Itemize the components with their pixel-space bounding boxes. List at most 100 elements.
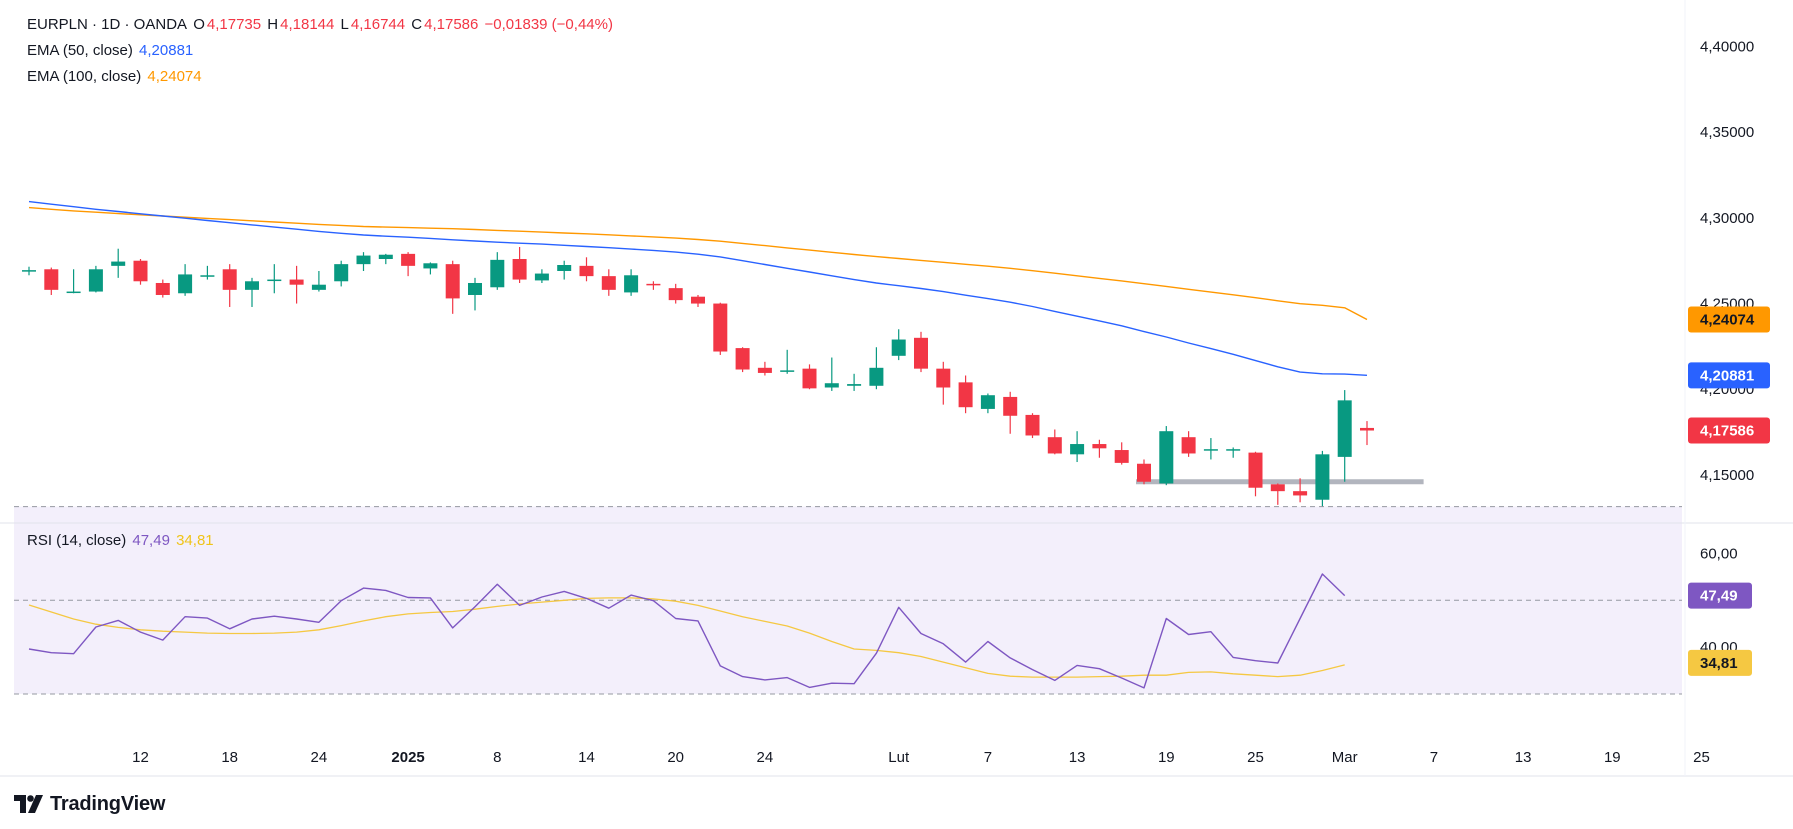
price-tick-label: 4,30000 <box>1700 210 1754 227</box>
candle-body <box>1337 400 1352 457</box>
rsi-badge-bg <box>1688 582 1752 609</box>
price-pane[interactable]: 4,400004,350004,300004,250004,200004,150… <box>22 39 1770 511</box>
high-label: H <box>267 16 279 33</box>
candle-body <box>624 275 639 293</box>
candle-body <box>334 264 349 282</box>
candle-body <box>802 368 817 389</box>
ema100-line <box>28 206 1368 321</box>
candle-body <box>1270 484 1285 492</box>
candle <box>1337 390 1352 482</box>
time-tick-label: Mar <box>1332 749 1358 766</box>
candle-body <box>267 279 282 282</box>
candle <box>88 265 103 293</box>
candle-body <box>1070 444 1085 455</box>
open-label: O <box>193 16 205 33</box>
tradingview-brand[interactable]: TradingView <box>14 790 165 818</box>
ema50-badge-bg <box>1688 362 1770 389</box>
candle <box>1003 391 1018 434</box>
ema50-badge: 4,20881 <box>1688 362 1770 389</box>
candle-body <box>1360 427 1374 431</box>
time-tick-label: 25 <box>1693 749 1710 766</box>
candle-body <box>780 370 795 372</box>
candle <box>267 264 282 294</box>
low-label: L <box>340 16 349 33</box>
close-label: C <box>411 16 423 33</box>
candle <box>980 393 995 414</box>
time-tick-label: 18 <box>221 749 238 766</box>
candle <box>713 302 728 355</box>
ema50-line <box>28 200 1368 376</box>
ema50-legend[interactable]: EMA (50, close) 4,20881 <box>27 41 195 61</box>
candle-body <box>133 260 148 282</box>
time-tick-label: 13 <box>1515 749 1532 766</box>
price-tick-label: 4,35000 <box>1700 124 1754 141</box>
ema50-series <box>28 200 1368 376</box>
candle-body <box>401 253 416 266</box>
candle <box>624 269 639 296</box>
price-axis: 4,400004,350004,300004,250004,200004,150… <box>1700 39 1754 484</box>
candle-body <box>311 284 326 290</box>
candle <box>735 347 750 373</box>
candle <box>133 259 148 285</box>
rsi-legend[interactable]: RSI (14, close) 47,49 34,81 <box>27 531 216 551</box>
ema50-badge-text: 4,20881 <box>1700 367 1754 384</box>
candle <box>111 248 126 278</box>
candle <box>936 361 951 405</box>
time-tick-label: 7 <box>984 749 992 766</box>
candle <box>378 253 393 265</box>
candle <box>311 270 326 292</box>
candle <box>445 260 460 314</box>
candle-body <box>1003 396 1018 416</box>
candle <box>22 266 36 276</box>
candle <box>44 267 59 295</box>
candle <box>958 375 973 414</box>
candle-body <box>66 291 81 294</box>
candle-body <box>735 348 750 370</box>
candle-body <box>22 270 36 272</box>
candle-body <box>891 339 906 356</box>
rsi-badge-text: 47,49 <box>1700 588 1738 605</box>
candle-body <box>691 296 705 304</box>
symbol-label[interactable]: EURPLN · 1D · OANDA <box>27 16 188 33</box>
candle-body <box>155 282 170 295</box>
time-tick-label: Lut <box>888 749 910 766</box>
candle-body <box>200 275 215 277</box>
ema50-label: EMA (50, close) <box>27 42 133 59</box>
rsi-value: 47,49 <box>132 532 170 549</box>
close-badge: 4,17586 <box>1688 417 1770 444</box>
candle-body <box>1114 450 1129 463</box>
rsi-label: RSI (14, close) <box>27 532 127 549</box>
candle-body <box>668 288 683 301</box>
candle-body <box>512 259 527 280</box>
candle <box>1360 421 1374 446</box>
candle-body <box>423 263 438 269</box>
candle <box>824 357 839 391</box>
candle <box>66 269 81 294</box>
time-tick-label: 19 <box>1604 749 1621 766</box>
high-value: 4,18144 <box>280 16 335 33</box>
candle-body <box>1092 444 1107 449</box>
candle <box>423 262 438 275</box>
candle <box>289 265 304 304</box>
pane-dividers <box>0 0 1793 777</box>
open-value: 4,17735 <box>206 16 262 33</box>
candle <box>1181 431 1196 457</box>
close-value: 4,17586 <box>424 16 479 33</box>
candle <box>1293 478 1308 503</box>
candle <box>178 264 193 296</box>
ema100-legend[interactable]: EMA (100, close) 4,24074 <box>27 67 204 87</box>
candle-body <box>490 259 505 288</box>
candle-body <box>936 368 951 388</box>
candle-body <box>579 265 594 277</box>
candle-body <box>289 279 304 285</box>
candle <box>1047 429 1062 455</box>
candle-body <box>356 255 371 265</box>
candle <box>1270 483 1285 505</box>
candle-body <box>1293 491 1308 496</box>
rsi-ma-series <box>28 597 1345 678</box>
low-value: 4,16744 <box>350 16 406 33</box>
brand-name: TradingView <box>50 792 166 815</box>
